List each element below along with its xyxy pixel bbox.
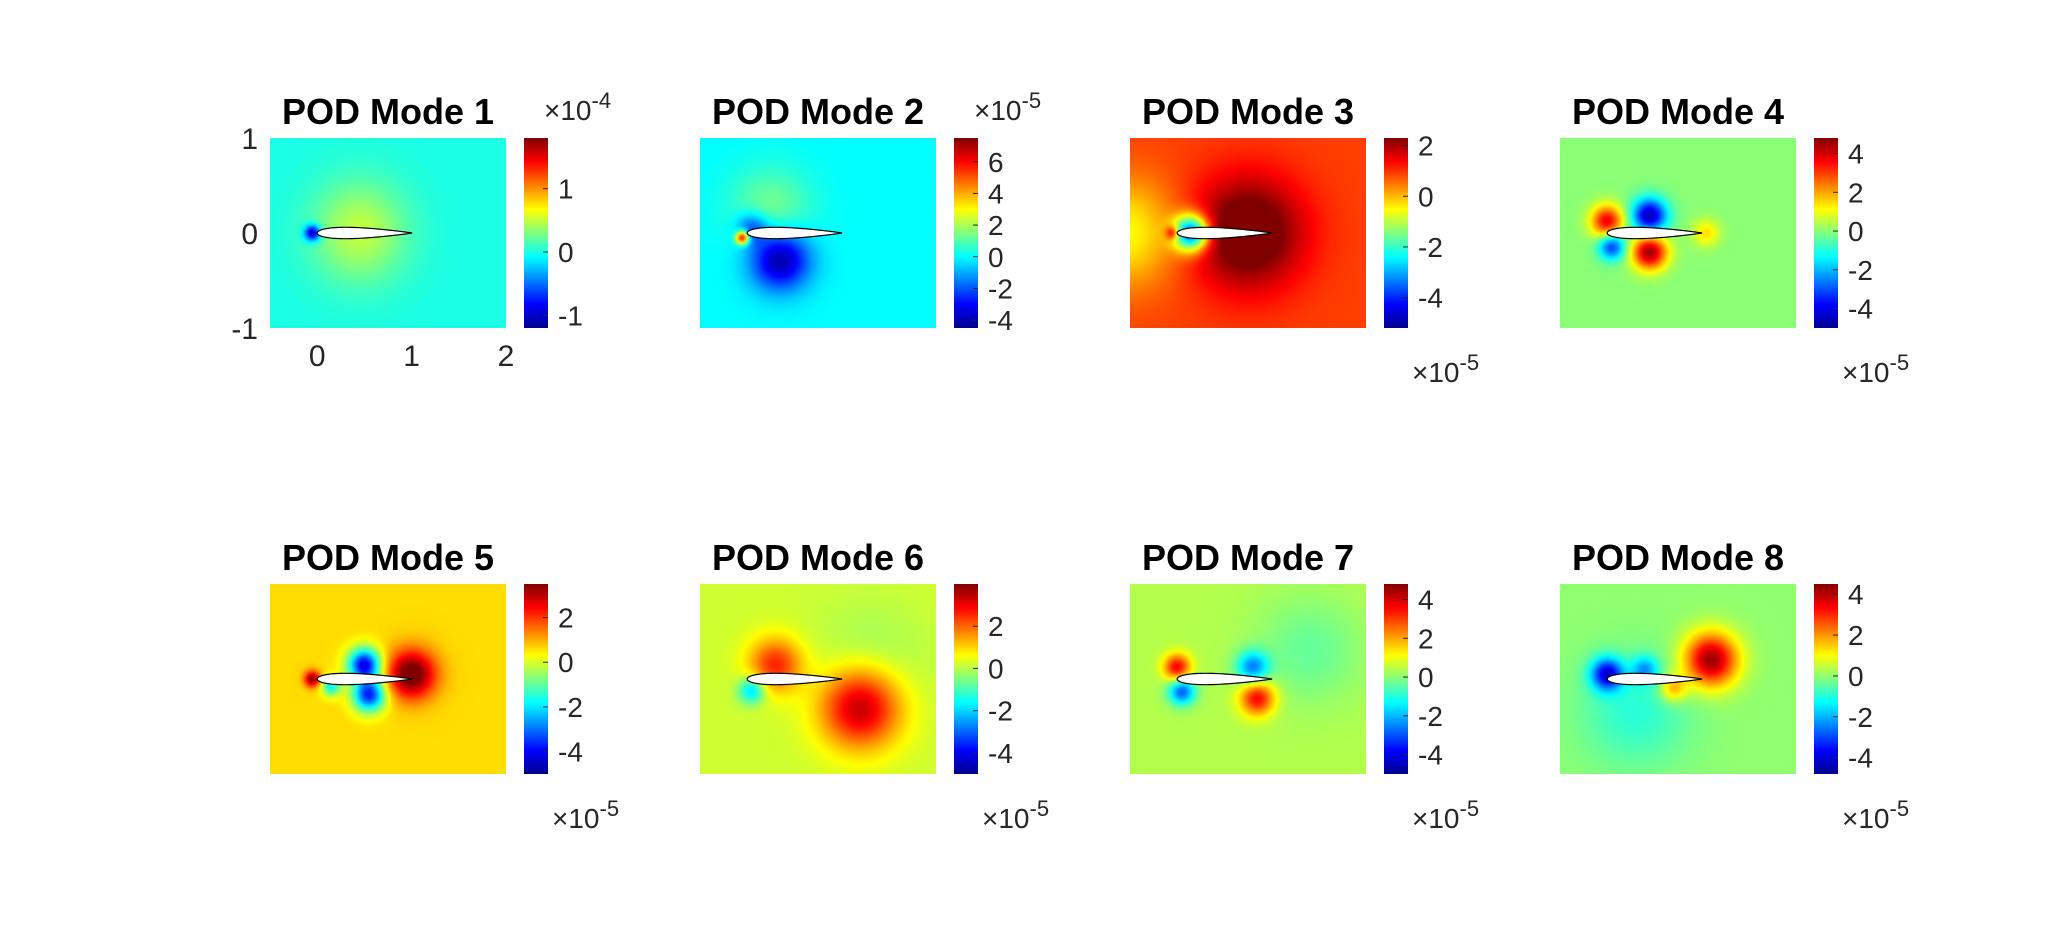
colorbar-tick-label: 1 [558, 174, 574, 205]
x-tick-label: 0 [309, 340, 326, 373]
exponent-base: ×10 [1412, 803, 1460, 834]
exponent-power: -5 [600, 796, 620, 821]
colorbar-exponent: ×10-5 [552, 796, 619, 834]
airfoil-shape [1606, 226, 1703, 240]
subplot-title: POD Mode 1 [282, 91, 494, 132]
exponent-base: ×10 [1842, 803, 1890, 834]
colorbar-tick-label: -2 [1418, 701, 1443, 732]
subplot-title: POD Mode 8 [1572, 537, 1784, 578]
exponent-power: -4 [592, 88, 612, 113]
airfoil-shape [316, 672, 413, 686]
colorbar-tick-label: -2 [1418, 232, 1443, 263]
x-tick-label: 1 [403, 340, 420, 373]
colorbar-tick-label: -2 [558, 692, 583, 723]
colorbar-tick-label: 0 [988, 653, 1004, 684]
colorbar [1384, 584, 1408, 774]
colorbar-tick-label: -4 [558, 737, 583, 768]
exponent-power: -5 [1460, 796, 1480, 821]
colorbar-tick-label: -4 [1848, 743, 1873, 774]
colorbar-tick-label: 0 [1418, 181, 1434, 212]
colorbar-tick-label: 4 [1418, 585, 1434, 616]
y-tick-label: 0 [241, 218, 258, 251]
colorbar-exponent: ×10-5 [1842, 796, 1909, 834]
airfoil-shape [1176, 226, 1273, 240]
airfoil-shape [746, 672, 843, 686]
exponent-power: -5 [1460, 350, 1480, 375]
colorbar [1384, 138, 1408, 328]
colorbar-exponent: ×10-5 [982, 796, 1049, 834]
colorbar [524, 584, 548, 774]
colorbar-tick-label: 2 [1848, 620, 1864, 651]
exponent-base: ×10 [1412, 357, 1460, 388]
colorbar [954, 584, 978, 774]
x-tick-label: 2 [498, 340, 515, 373]
subplot-mode-8: POD Mode 8 4 2 0 -2 -4 ×10-5 [1560, 537, 1909, 834]
colorbar [1814, 138, 1838, 328]
colorbar-exponent: ×10-5 [1412, 796, 1479, 834]
y-tick-label: 1 [241, 123, 258, 156]
colorbar [954, 138, 978, 328]
exponent-base: ×10 [544, 95, 592, 126]
exponent-base: ×10 [1842, 357, 1890, 388]
exponent-base: ×10 [974, 95, 1022, 126]
subplot-title: POD Mode 4 [1572, 91, 1784, 132]
airfoil-shape [1176, 672, 1273, 686]
colorbar-tick-label: -1 [558, 300, 583, 331]
airfoil-shape [746, 226, 843, 240]
colorbar-tick-label: 6 [988, 147, 1004, 178]
exponent-power: -5 [1890, 350, 1910, 375]
subplot-title: POD Mode 2 [712, 91, 924, 132]
colorbar-tick-label: -4 [988, 305, 1013, 336]
colorbar-tick-label: -4 [988, 738, 1013, 769]
subplot-mode-1: POD Mode 1 0 1 2 1 0 -1 1 0 -1 ×10-4 [231, 88, 611, 373]
colorbar-tick-label: 4 [1848, 139, 1864, 170]
colorbar [524, 138, 548, 328]
colorbar-tick-label: -2 [1848, 255, 1873, 286]
colorbar [1814, 584, 1838, 774]
subplot-mode-7: POD Mode 7 4 2 0 -2 -4 ×10-5 [1130, 537, 1479, 834]
exponent-base: ×10 [552, 803, 600, 834]
colorbar-exponent: ×10-5 [1412, 350, 1479, 388]
colorbar-tick-label: 2 [1848, 177, 1864, 208]
exponent-power: -5 [1022, 88, 1042, 113]
subplot-title: POD Mode 6 [712, 537, 924, 578]
colorbar-tick-label: 0 [1848, 661, 1864, 692]
exponent-base: ×10 [982, 803, 1030, 834]
colorbar-tick-label: 4 [988, 178, 1004, 209]
colorbar-tick-label: 2 [1418, 131, 1434, 162]
airfoil-shape [1606, 672, 1703, 686]
colorbar-tick-label: -2 [988, 696, 1013, 727]
subplot-title: POD Mode 5 [282, 537, 494, 578]
colorbar-tick-label: 4 [1848, 579, 1864, 610]
colorbar-tick-label: 2 [558, 603, 574, 634]
colorbar-exponent: ×10-5 [974, 88, 1041, 126]
airfoil-shape [316, 226, 413, 240]
colorbar-tick-label: 2 [1418, 623, 1434, 654]
colorbar-exponent: ×10-4 [544, 88, 611, 126]
subplot-mode-3: POD Mode 3 2 0 -2 -4 ×10-5 [1130, 91, 1479, 388]
subplot-title: POD Mode 7 [1142, 537, 1354, 578]
colorbar-tick-label: 0 [1848, 216, 1864, 247]
colorbar-tick-label: 2 [988, 611, 1004, 642]
colorbar-tick-label: -2 [1848, 702, 1873, 733]
colorbar-tick-label: -4 [1418, 283, 1443, 314]
exponent-power: -5 [1030, 796, 1050, 821]
exponent-power: -5 [1890, 796, 1910, 821]
colorbar-tick-label: 0 [988, 242, 1004, 273]
y-tick-label: -1 [231, 313, 258, 346]
colorbar-tick-label: -4 [1418, 740, 1443, 771]
subplot-mode-6: POD Mode 6 2 0 -2 -4 ×10-5 [700, 537, 1049, 834]
colorbar-tick-label: 2 [988, 210, 1004, 241]
colorbar-tick-label: 0 [1418, 662, 1434, 693]
subplot-mode-5: POD Mode 5 2 0 -2 -4 ×10-5 [270, 537, 619, 834]
colorbar-tick-label: 0 [558, 237, 574, 268]
colorbar-tick-label: -4 [1848, 294, 1873, 325]
colorbar-exponent: ×10-5 [1842, 350, 1909, 388]
subplot-mode-4: POD Mode 4 4 2 0 -2 -4 ×10-5 [1560, 91, 1909, 388]
colorbar-tick-label: 0 [558, 647, 574, 678]
subplot-title: POD Mode 3 [1142, 91, 1354, 132]
colorbar-tick-label: -2 [988, 273, 1013, 304]
